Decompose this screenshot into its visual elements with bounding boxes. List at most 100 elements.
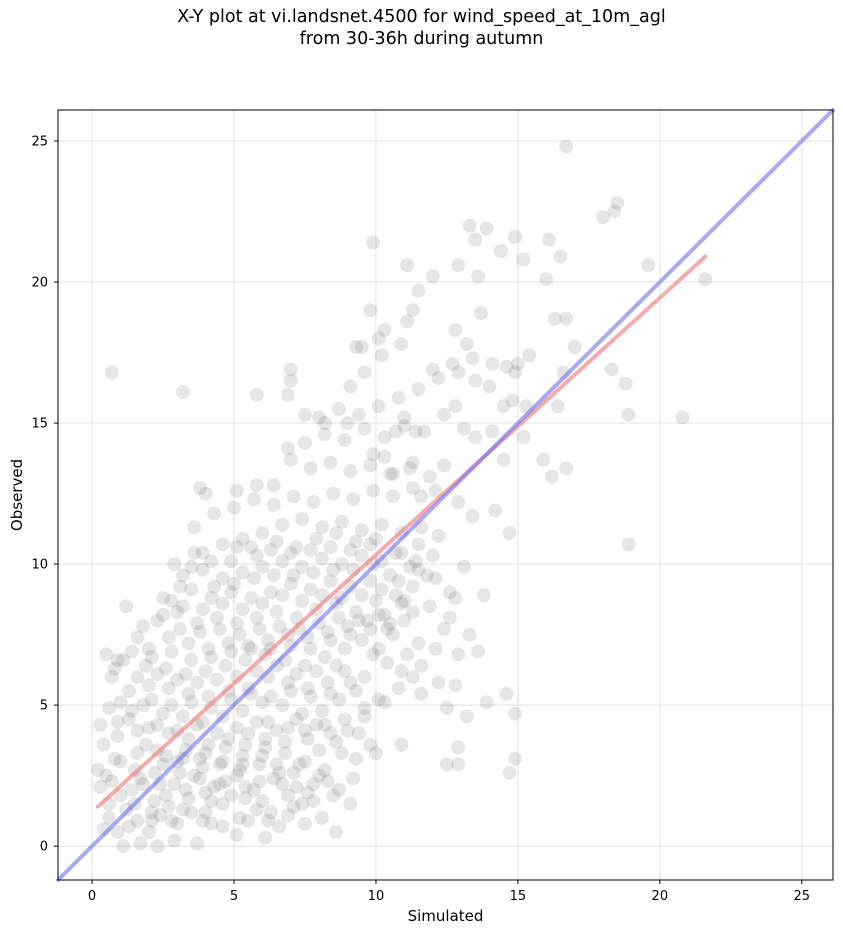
data-point [184,559,199,574]
data-point [190,675,205,690]
data-point [334,557,349,572]
data-point [334,746,349,761]
data-point [204,554,219,569]
data-point [170,816,185,831]
data-point [510,356,525,371]
y-axis-ticks: 0 5 10 15 20 25 [31,135,58,855]
data-point [411,636,426,651]
data-point [255,695,270,710]
data-point [380,655,395,670]
data-point [698,272,713,287]
data-point [119,599,134,614]
data-point [156,706,171,721]
data-point [641,258,656,273]
data-point [280,441,295,456]
data-point [405,579,420,594]
data-point [422,599,437,614]
data-point [229,720,244,735]
data-point [451,740,466,755]
data-point [465,509,480,524]
data-point [141,720,156,735]
y-tick-label: 20 [31,276,48,291]
data-point [249,548,264,563]
grid [58,110,833,880]
data-point [354,588,369,603]
data-point [303,543,318,557]
data-point [227,576,242,591]
data-point [249,610,264,625]
data-point [215,819,230,834]
data-point [96,737,111,752]
data-point [158,748,173,763]
data-point [295,511,310,526]
data-point [439,757,454,772]
data-point [289,779,304,794]
x-axis-ticks: 0 5 10 15 20 25 [88,880,810,904]
data-point [224,585,239,600]
data-point [371,607,386,622]
data-point [215,571,230,586]
data-point [403,461,418,476]
data-point [303,461,318,476]
data-point [280,675,295,690]
data-point [340,416,355,431]
data-point [400,314,415,329]
data-point [175,802,190,817]
data-point [462,627,477,642]
data-point [175,385,190,400]
data-point [255,748,270,763]
data-point [232,763,247,777]
data-point [198,785,213,800]
data-point [349,751,364,766]
data-point [340,619,355,634]
data-point [323,574,338,589]
data-point [201,641,216,656]
data-point [161,630,176,645]
data-point [235,565,250,580]
data-point [451,495,466,510]
data-point [227,500,242,515]
data-point [141,641,156,656]
data-point [229,768,244,783]
data-point [383,466,398,481]
data-point [198,746,213,761]
data-point [468,232,483,247]
data-point [255,596,270,611]
data-point [374,348,389,363]
data-point [235,748,250,763]
data-point [326,562,341,577]
data-point [303,641,318,656]
data-point [607,204,622,219]
data-point [323,455,338,470]
data-point [272,619,287,634]
data-point [275,777,290,792]
data-point [428,571,443,586]
data-point [99,647,114,662]
data-point [400,258,415,273]
data-point [170,672,185,687]
data-point [437,407,452,422]
data-point [508,751,523,766]
data-point [368,746,383,761]
data-point [280,387,295,402]
data-point [312,743,327,758]
data-point [499,686,514,701]
data-point [496,399,511,414]
data-point [456,421,471,436]
data-point [459,337,474,352]
data-point [354,633,369,648]
data-point [269,534,284,549]
data-point [309,664,324,679]
data-point [394,596,409,611]
plot-frame [57,109,834,881]
data-point [280,788,295,803]
data-point [405,669,420,684]
data-point [261,715,276,730]
data-point [102,810,117,825]
data-point [343,796,358,811]
data-point [263,689,278,704]
data-point [156,607,171,622]
data-point [110,653,125,667]
data-point [104,669,119,684]
data-point [198,664,213,679]
